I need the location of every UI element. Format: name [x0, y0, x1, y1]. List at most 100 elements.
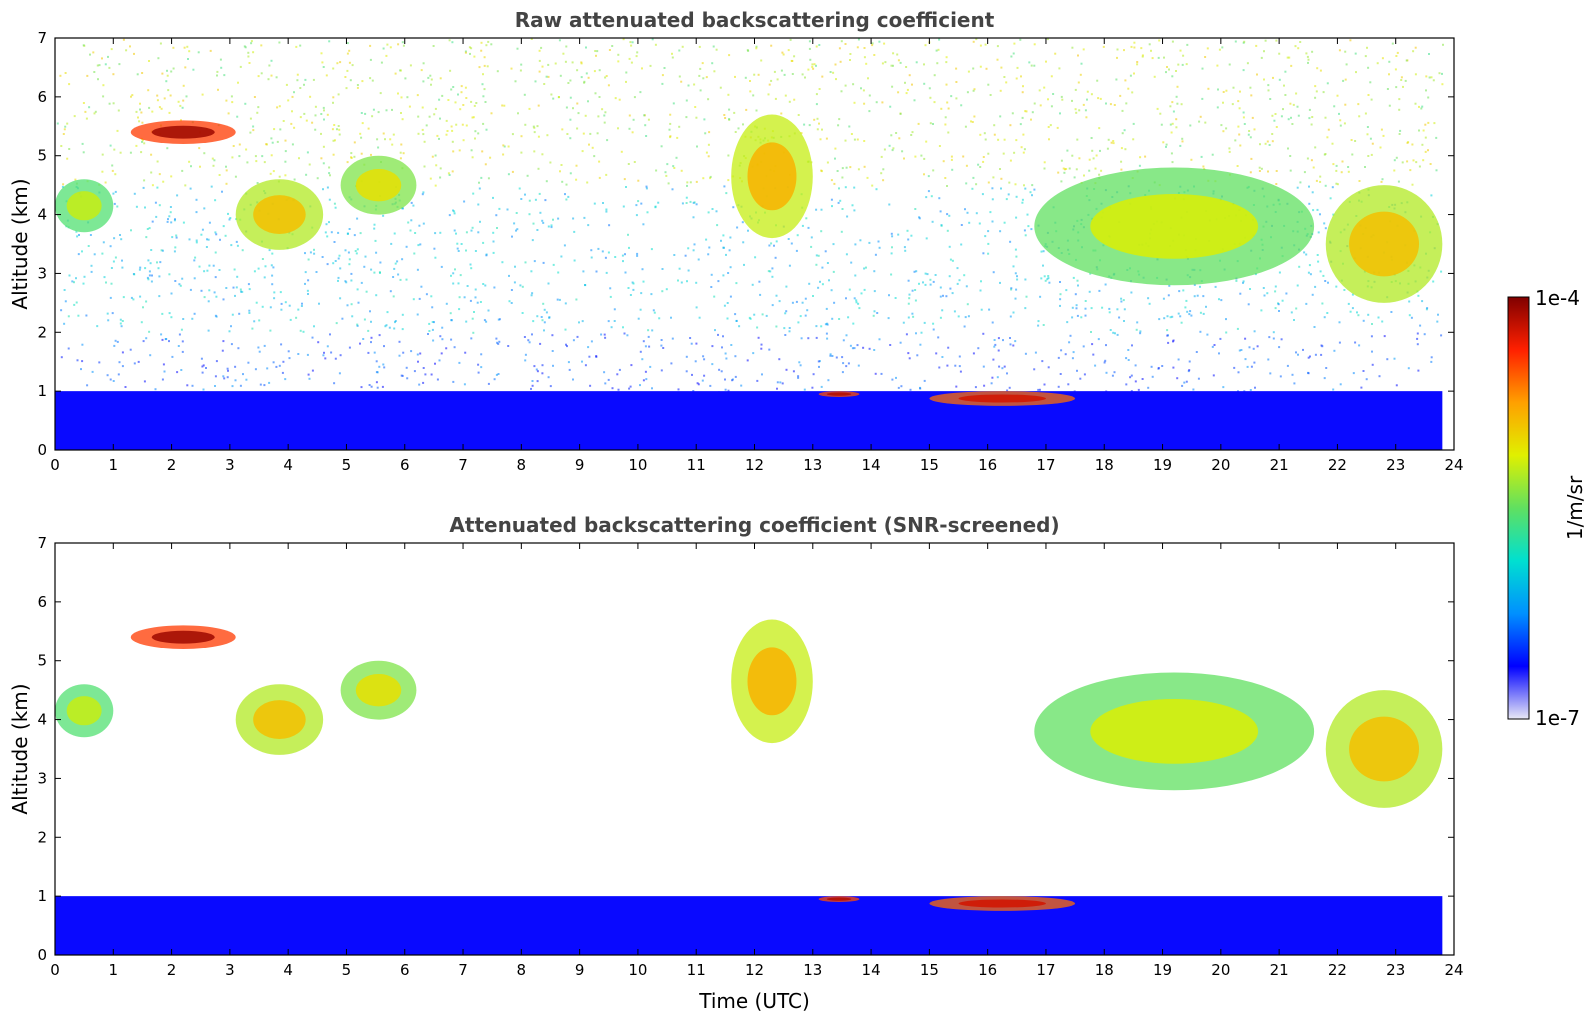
- x-tick-label: 8: [517, 961, 527, 979]
- x-tick-label: 11: [687, 456, 706, 474]
- cloud-feature-mark: [818, 896, 860, 903]
- x-tick-label: 7: [458, 961, 468, 979]
- y-tick-label: 0: [37, 946, 47, 964]
- x-tick-label: 24: [1444, 456, 1463, 474]
- cloud-feature-mark: [235, 684, 324, 755]
- boundary-layer-mark: [55, 391, 1443, 450]
- ticks-raw: 0 1 2 3 4 5 6 7 8 9 10 11 12 13 14 15 16 17 18 19 20 21 22 23 24…: [37, 29, 1463, 474]
- cloud-feature-mark: [1034, 672, 1315, 791]
- x-tick-label: 0: [50, 961, 60, 979]
- x-tick-label: 5: [342, 961, 352, 979]
- y-tick-label: 2: [37, 828, 47, 846]
- x-tick-label: 13: [803, 456, 822, 474]
- panel-raw: 0 1 2 3 4 5 6 7 8 9 10 11 12 13 14 15 16 17 18 19 20 21 22 23 24…: [8, 8, 1464, 474]
- x-tick-label: 13: [803, 961, 822, 979]
- x-tick-label: 6: [400, 456, 410, 474]
- y-tick-label: 4: [37, 206, 47, 224]
- cloud-feature-mark: [340, 660, 417, 720]
- x-tick-label: 10: [628, 961, 647, 979]
- y-tick-label: 7: [37, 29, 47, 47]
- cloud-feature-mark: [55, 179, 114, 233]
- cloud-feature-mark: [731, 114, 813, 239]
- x-tick-label: 19: [1153, 961, 1172, 979]
- x-tick-label: 18: [1095, 961, 1114, 979]
- x-tick-label: 12: [745, 456, 764, 474]
- x-tick-label: 19: [1153, 456, 1172, 474]
- x-tick-label: 5: [342, 456, 352, 474]
- data-marks-screened: [55, 619, 1443, 955]
- y-tick-label: 0: [37, 441, 47, 459]
- x-tick-label: 17: [1036, 961, 1055, 979]
- y-tick-label: 2: [37, 323, 47, 341]
- x-tick-label: 21: [1270, 961, 1289, 979]
- x-tick-label: 20: [1211, 456, 1230, 474]
- ylabel-screened: Altitude (km): [8, 683, 32, 814]
- x-tick-label: 3: [225, 961, 235, 979]
- x-tick-label: 14: [862, 961, 881, 979]
- x-tick-label: 6: [400, 961, 410, 979]
- cloud-feature-mark: [818, 391, 860, 398]
- cloud-feature-mark: [55, 684, 114, 738]
- title-screened: Attenuated backscattering coefficient (S…: [449, 513, 1059, 537]
- x-tick-label: 15: [920, 456, 939, 474]
- y-tick-label: 3: [37, 264, 47, 282]
- x-tick-label: 2: [167, 456, 177, 474]
- y-tick-label: 5: [37, 652, 47, 670]
- colorbar-max-label: 1e-4: [1535, 286, 1580, 310]
- x-tick-label: 9: [575, 961, 585, 979]
- y-tick-label: 1: [37, 887, 47, 905]
- x-tick-label: 8: [517, 456, 527, 474]
- colorbar-min-label: 1e-7: [1535, 706, 1580, 730]
- colorbar: 1e-4 1e-7 1/m/sr: [1507, 286, 1587, 730]
- panel-screened: 0 1 2 3 4 5 6 7 8 9 10 11 12 13 14 15 16 17 18 19 20 21 22 23 24…: [8, 513, 1464, 1013]
- x-tick-label: 12: [745, 961, 764, 979]
- x-tick-label: 7: [458, 456, 468, 474]
- x-tick-label: 16: [978, 456, 997, 474]
- ticks-screened: 0 1 2 3 4 5 6 7 8 9 10 11 12 13 14 15 16 17 18 19 20 21 22 23 24…: [37, 534, 1463, 979]
- colorbar-label: 1/m/sr: [1563, 475, 1587, 540]
- y-tick-label: 4: [37, 711, 47, 729]
- title-raw: Raw attenuated backscattering coefficien…: [515, 8, 995, 32]
- y-tick-label: 5: [37, 147, 47, 165]
- y-tick-label: 3: [37, 769, 47, 787]
- x-tick-label: 23: [1386, 961, 1405, 979]
- x-tick-label: 1: [109, 456, 119, 474]
- x-tick-label: 20: [1211, 961, 1230, 979]
- data-marks-raw: [55, 114, 1443, 450]
- x-tick-label: 2: [167, 961, 177, 979]
- colorbar-scale: [1507, 296, 1530, 720]
- x-tick-label: 9: [575, 456, 585, 474]
- cloud-feature-mark: [130, 120, 236, 144]
- y-tick-label: 1: [37, 382, 47, 400]
- x-tick-label: 14: [862, 456, 881, 474]
- x-tick-label: 18: [1095, 456, 1114, 474]
- cloud-feature-mark: [731, 619, 813, 744]
- boundary-layer-mark: [55, 896, 1443, 955]
- cloud-feature-mark: [340, 155, 417, 215]
- y-tick-label: 7: [37, 534, 47, 552]
- x-tick-label: 24: [1444, 961, 1463, 979]
- cloud-feature-mark: [1034, 167, 1315, 286]
- x-tick-label: 22: [1328, 961, 1347, 979]
- x-tick-label: 23: [1386, 456, 1405, 474]
- x-tick-label: 3: [225, 456, 235, 474]
- y-tick-label: 6: [37, 88, 47, 106]
- x-tick-label: 16: [978, 961, 997, 979]
- x-tick-label: 17: [1036, 456, 1055, 474]
- x-tick-label: 21: [1270, 456, 1289, 474]
- xlabel-screened: Time (UTC): [698, 989, 810, 1013]
- x-tick-label: 0: [50, 456, 60, 474]
- x-tick-label: 10: [628, 456, 647, 474]
- cloud-feature-mark: [130, 625, 236, 649]
- ylabel-raw: Altitude (km): [8, 178, 32, 309]
- cloud-feature-mark: [235, 179, 324, 250]
- cloud-feature-mark: [929, 391, 1076, 406]
- x-tick-label: 4: [283, 961, 293, 979]
- cloud-feature-mark: [929, 896, 1076, 911]
- x-tick-label: 15: [920, 961, 939, 979]
- cloud-feature-mark: [1325, 690, 1443, 808]
- x-tick-label: 4: [283, 456, 293, 474]
- x-tick-label: 22: [1328, 456, 1347, 474]
